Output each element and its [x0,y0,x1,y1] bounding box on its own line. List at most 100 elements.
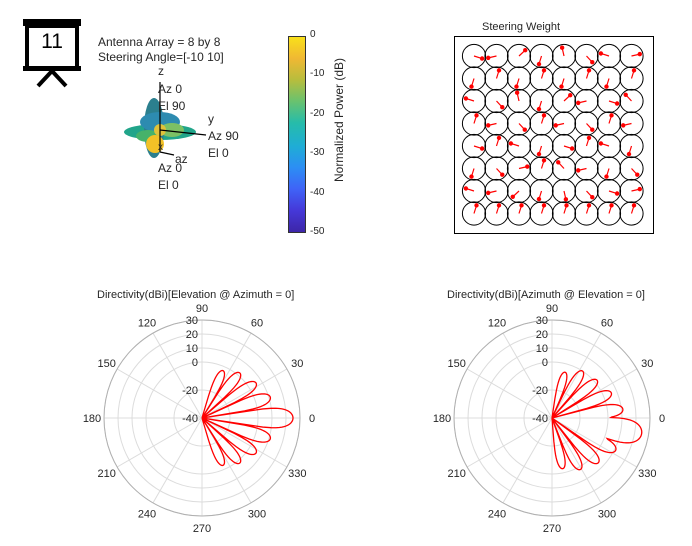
weight-marker [500,172,505,177]
radial-tick-label: -40 [182,413,198,425]
element-circle [619,43,644,69]
weight-marker [479,146,485,151]
weight-marker [623,92,628,97]
angle-grid [466,417,553,468]
angle-grid [152,417,203,504]
angle-tick-label: 90 [546,303,558,315]
radial-tick-label: -20 [532,385,548,397]
weight-marker [486,55,491,61]
element-circle [619,201,644,226]
element-circle [461,111,487,136]
weight-marker [514,84,519,89]
radial-tick-label: 0 [542,357,548,369]
element-circle [551,178,577,204]
colorbar-tick: -30 [310,147,325,159]
angle-grid [551,417,638,468]
angle-tick-label: 0 [309,413,315,425]
element-circle [529,133,554,159]
element-circle [484,66,509,91]
angle-tick-label: 120 [488,318,506,330]
radial-tick-label: 0 [192,357,198,369]
element-circle [461,43,487,69]
weight-marker [486,123,491,128]
angle-tick-label: 120 [138,318,156,330]
steering-angle-label: Steering Angle=[-10 10] [98,50,224,64]
z-axis-az: Az 0 [158,82,183,96]
badge-number: 11 [41,30,63,53]
element-circle [461,88,487,114]
polar-elevation-chart: 0 30 60 90 120 150 180 210 240 270 300 330 -40 -20 0 10… [83,303,315,535]
element-circle [484,156,509,181]
angle-grid [201,368,288,419]
element-circle [619,66,644,91]
radial-tick-label: -40 [532,413,548,425]
angle-tick-label: 60 [601,318,613,330]
element-circle [619,88,644,114]
weight-marker [463,186,469,191]
weight-marker [598,141,604,146]
radial-tick-label: 30 [536,315,548,327]
angle-tick-label: 30 [291,358,303,370]
angle-tick-label: 150 [98,358,116,370]
weight-marker [541,158,547,163]
weight-marker [590,127,595,132]
weight-marker [536,106,542,112]
y-axis-az: Az 90 [208,129,239,143]
radial-tick-label: 10 [186,343,198,355]
weight-marker [525,164,530,169]
polar-azimuth-title: Directivity(dBi)[Azimuth @ Elevation = 0… [447,289,645,301]
element-circle [461,66,487,91]
colorbar-tick: -20 [310,107,325,119]
colorbar-tick: -10 [310,68,325,80]
element-circle [506,88,532,114]
z-axis-el: El 90 [158,99,186,113]
weight-marker [496,68,502,73]
angle-grid [152,332,203,419]
weight-marker [576,100,581,106]
element-circle [484,43,509,69]
weight-marker [586,68,592,73]
weight-marker [559,45,565,50]
element-circle [596,201,622,226]
weight-marker [500,105,505,110]
weight-marker [553,123,558,128]
element-circle [551,88,577,114]
weight-marker [590,60,595,65]
element-circle [529,66,554,91]
element-circle [551,43,577,69]
element-circle [529,178,554,204]
element-circle [574,43,599,69]
polar-elevation-title: Directivity(dBi)[Elevation @ Azimuth = 0… [97,289,295,301]
angle-tick-label: 150 [448,358,466,370]
weight-marker [609,203,614,208]
weight-marker [635,172,640,177]
weight-marker [559,84,564,89]
element-circle [596,66,622,91]
angle-tick-label: 300 [598,508,616,520]
element-circle [551,66,577,91]
weight-marker [614,101,620,106]
weight-marker [556,160,561,165]
colorbar-ticks: 0 -10 -20 -30 -40 -50 [310,29,340,237]
x-axis-label: x [158,142,163,153]
angle-tick-label: 270 [543,523,561,535]
element-circle [506,111,532,136]
angle-tick-label: 180 [433,413,451,425]
y-axis-el: El 0 [208,146,229,160]
x-axis-az: Az 0 [158,161,183,175]
element-circle [461,178,487,204]
weight-marker [479,56,485,61]
element-circle [529,88,554,114]
angle-grid [466,368,553,419]
element-circle [596,156,622,181]
weight-marker [474,203,479,208]
colorbar-tick: 0 [310,29,316,40]
angle-grid [201,417,288,468]
weight-marker [536,61,542,67]
angle-tick-label: 0 [659,413,665,425]
weight-marker [598,51,604,56]
element-circle [484,201,509,226]
weight-marker [604,174,609,179]
angle-tick-label: 300 [248,508,266,520]
radial-tick-label: 30 [186,315,198,327]
